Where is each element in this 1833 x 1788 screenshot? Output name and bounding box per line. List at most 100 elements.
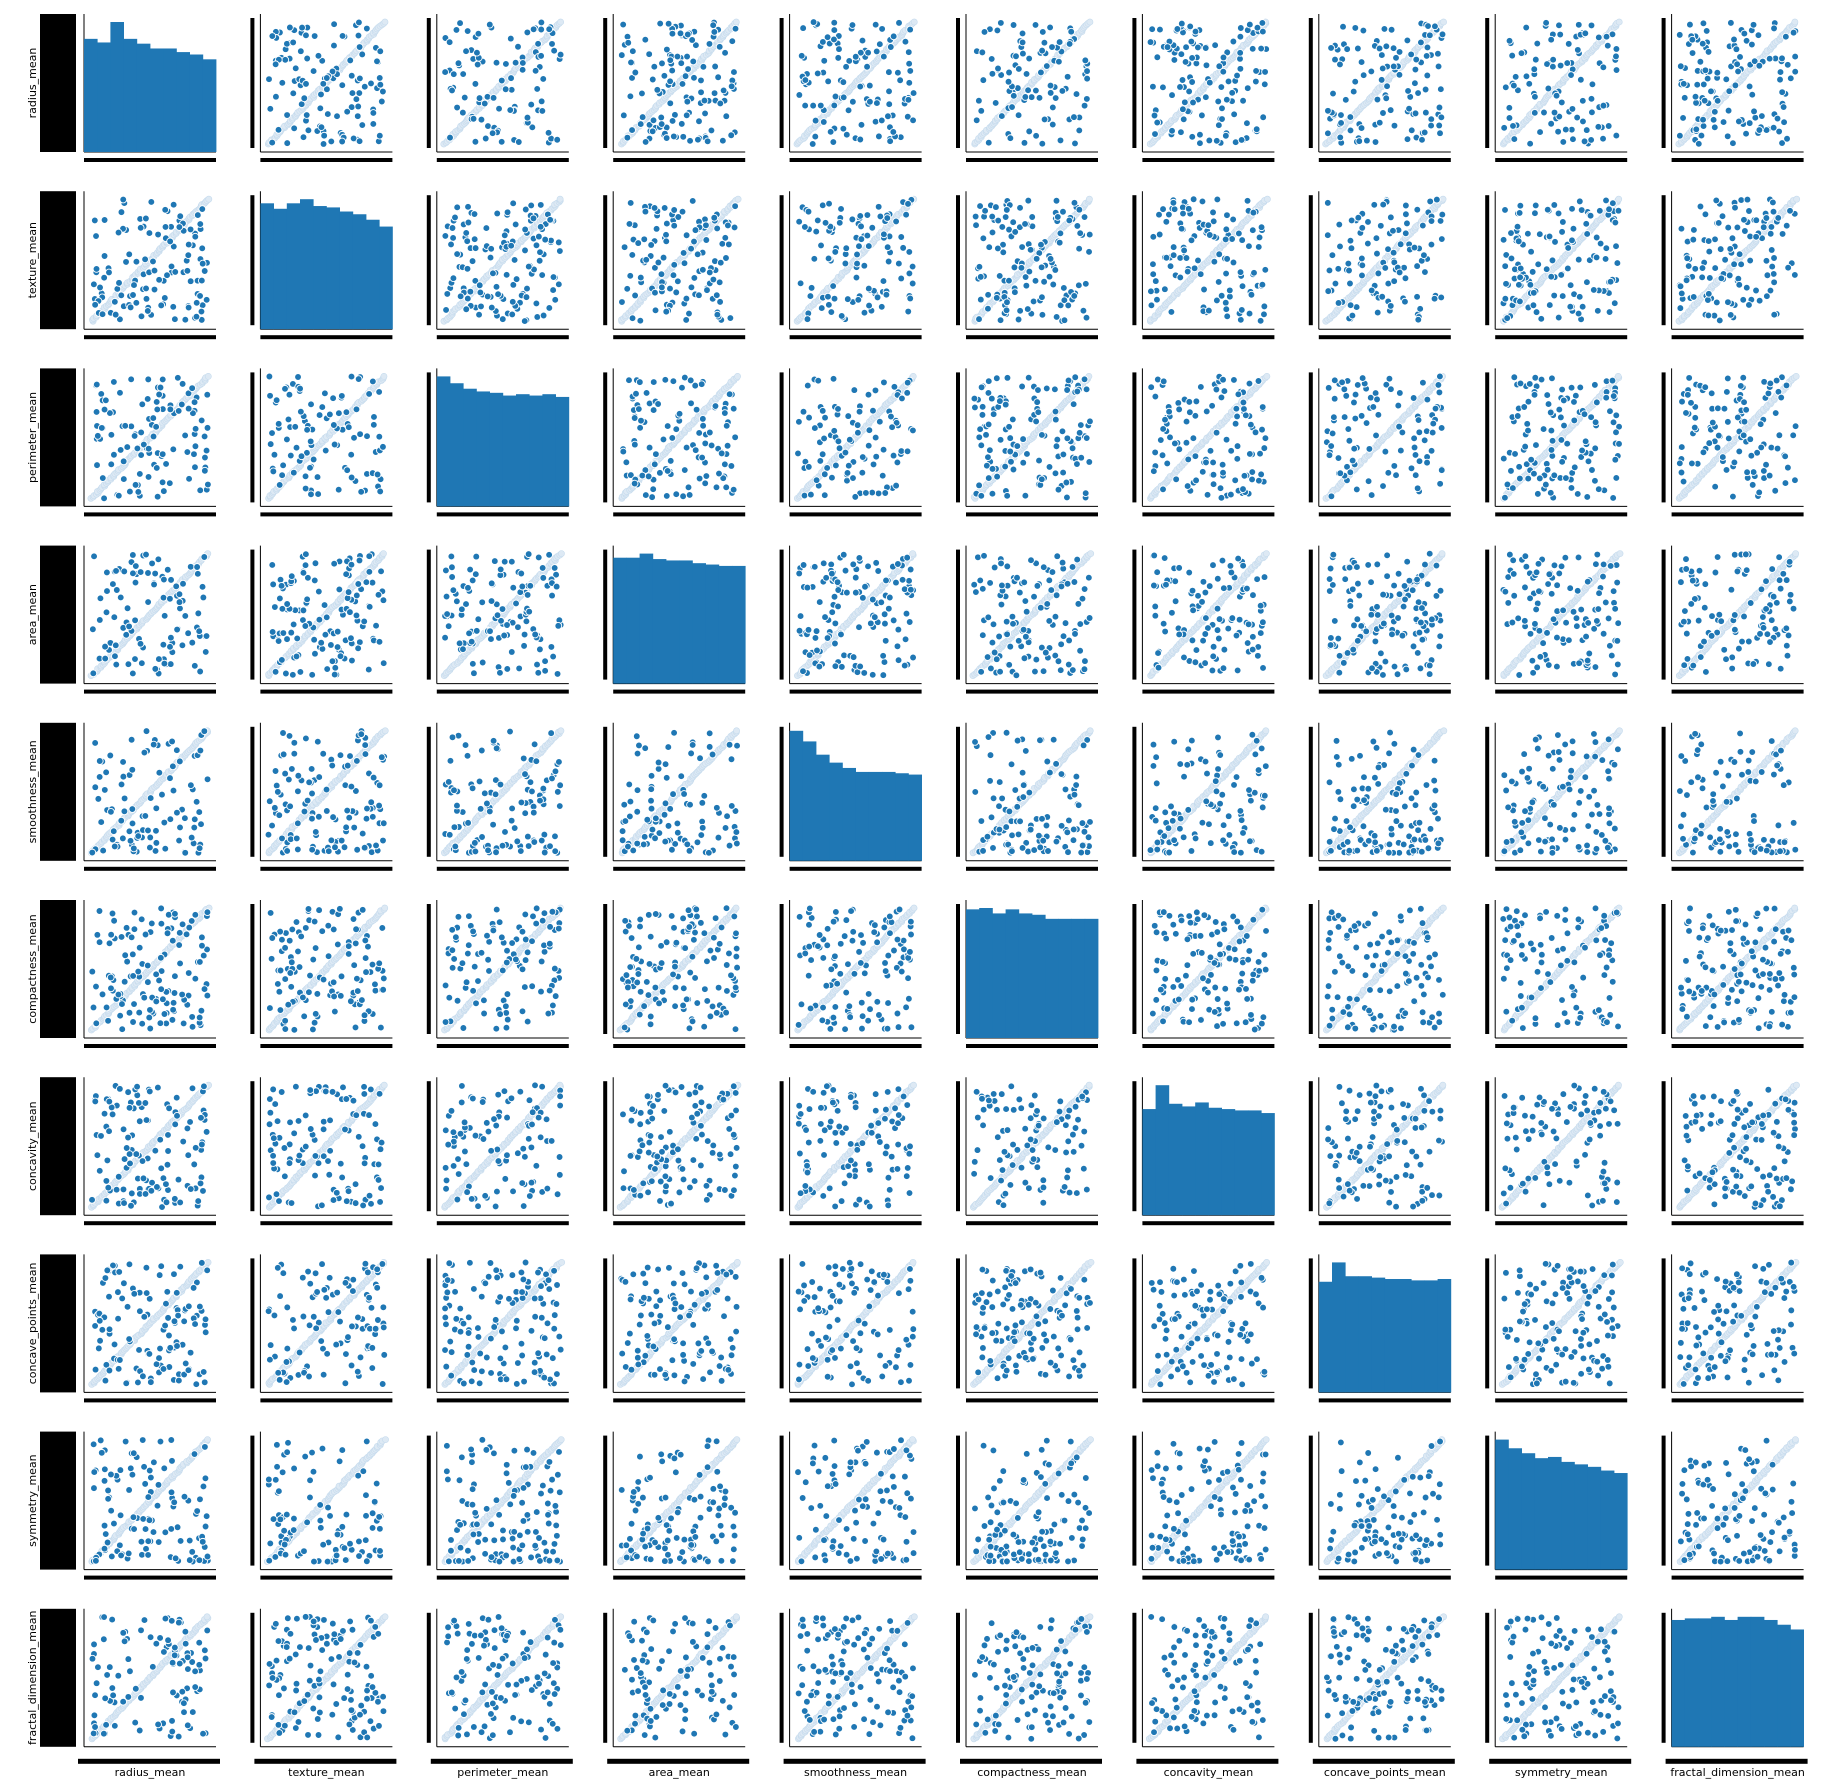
scatter-point: [1753, 233, 1760, 240]
diagonal-point: [735, 196, 741, 202]
scatter-point: [101, 406, 108, 413]
scatter-point: [1379, 65, 1386, 72]
scatter-point: [170, 201, 177, 208]
scatter-point: [1551, 109, 1558, 116]
scatter-point: [1584, 231, 1591, 238]
scatter-point: [813, 228, 820, 235]
scatter-point: [1555, 210, 1562, 217]
y-tick-labels-clutter: [40, 368, 76, 506]
scatter-point: [719, 137, 726, 144]
scatter-point: [1002, 463, 1009, 470]
scatter-point: [1052, 408, 1059, 415]
scatter-point: [1026, 268, 1033, 275]
scatter-point: [1049, 44, 1056, 51]
scatter-point: [285, 416, 292, 423]
scatter-point: [338, 392, 345, 399]
scatter-point: [1587, 212, 1594, 219]
x-tick-marks-clutter: [790, 158, 922, 162]
scatter-point: [1083, 386, 1090, 393]
scatter-point: [187, 278, 194, 285]
scatter-point: [1713, 197, 1720, 204]
scatter-point: [670, 272, 677, 279]
scatter-point: [1433, 196, 1440, 203]
scatter-point: [1692, 265, 1699, 272]
y-tick-marks-clutter: [1485, 18, 1489, 148]
scatter-point: [1324, 199, 1331, 206]
scatter-point: [1508, 255, 1515, 262]
scatter-point: [1689, 50, 1696, 57]
scatter-point: [905, 96, 912, 103]
scatter-point: [269, 139, 276, 146]
y-tick-marks-clutter: [250, 195, 254, 325]
scatter-point: [651, 63, 658, 70]
scatter-point: [120, 196, 127, 203]
scatter-point: [182, 316, 189, 323]
scatter-point: [1412, 66, 1419, 73]
scatter-point: [507, 107, 514, 114]
scatter-point: [503, 271, 510, 278]
scatter-point: [557, 51, 564, 58]
scatter-point: [856, 243, 863, 250]
scatter-point: [1065, 302, 1072, 309]
scatter-point: [669, 30, 676, 37]
scatter-point: [1072, 140, 1079, 147]
diagonal-point: [381, 373, 387, 379]
scatter-point: [1517, 202, 1524, 209]
scatter-point: [193, 299, 200, 306]
scatter-point: [657, 20, 664, 27]
scatter-point: [1374, 309, 1381, 316]
scatter-point: [370, 121, 377, 128]
scatter-point: [192, 443, 199, 450]
hist-bar-perimeter_mean-4: [490, 393, 504, 507]
scatter-point: [469, 258, 476, 265]
scatter-point: [1594, 307, 1601, 314]
scatter-point: [976, 434, 983, 441]
scatter-point: [442, 69, 449, 76]
scatter-point: [1009, 416, 1016, 423]
scatter-point: [977, 273, 984, 280]
scatter-point: [1734, 61, 1741, 68]
scatter-point: [1013, 53, 1020, 60]
scatter-point: [1590, 287, 1597, 294]
scatter-point: [1052, 416, 1059, 423]
scatter-point: [717, 298, 724, 305]
scatter-point: [997, 436, 1004, 443]
scatter-point: [870, 461, 877, 468]
scatter-point: [464, 28, 471, 35]
scatter-point: [1036, 457, 1043, 464]
diagonal-point: [1264, 196, 1270, 202]
scatter-point: [872, 21, 879, 28]
scatter-point: [554, 136, 561, 143]
hist-bar-radius_mean-5: [150, 48, 164, 152]
scatter-point: [318, 124, 325, 131]
scatter-point: [664, 423, 671, 430]
scatter-point: [377, 48, 384, 55]
scatter-point: [1076, 245, 1083, 252]
scatter-point: [308, 401, 315, 408]
scatter-point: [1741, 228, 1748, 235]
scatter-point: [483, 225, 490, 232]
scatter-point: [1064, 494, 1071, 501]
scatter-point: [999, 224, 1006, 231]
scatter-point: [686, 310, 693, 317]
scatter-point: [646, 51, 653, 58]
scatter-point: [370, 110, 377, 117]
scatter-point: [850, 475, 857, 482]
scatter-point: [1530, 302, 1537, 309]
scatter-point: [1558, 99, 1565, 106]
scatter-point: [1181, 247, 1188, 254]
scatter-point: [1726, 272, 1733, 279]
scatter-point: [1712, 265, 1719, 272]
scatter-point: [721, 410, 728, 417]
scatter-point: [111, 298, 118, 305]
scatter-point: [650, 117, 657, 124]
scatter-point: [1195, 257, 1202, 264]
scatter-point: [1022, 94, 1029, 101]
scatter-point: [1408, 127, 1415, 134]
scatter-point: [1532, 56, 1539, 63]
scatter-point: [1531, 66, 1538, 73]
scatter-point: [1501, 124, 1508, 131]
scatter-point: [449, 87, 456, 94]
scatter-point: [93, 233, 100, 240]
scatter-point: [177, 213, 184, 220]
